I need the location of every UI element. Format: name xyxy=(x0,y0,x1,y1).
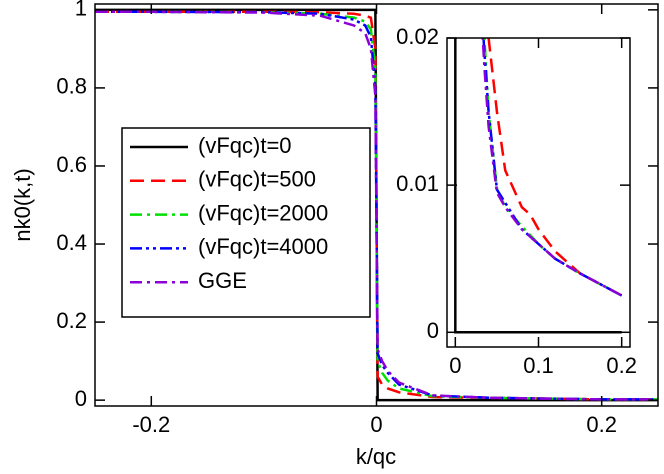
legend-label: (vFqc)t=500 xyxy=(198,167,316,192)
x-tick-label: 0.2 xyxy=(606,353,637,378)
series-line xyxy=(481,38,623,297)
x-tick-label: 0.1 xyxy=(523,353,554,378)
legend-label: GGE xyxy=(198,268,247,293)
legend-label: (vFqc)t=2000 xyxy=(198,200,328,225)
y-tick-label: 1 xyxy=(75,0,87,21)
y-tick-label: 0.2 xyxy=(56,308,87,333)
series-line xyxy=(95,8,658,402)
legend-label: (vFqc)t=0 xyxy=(198,133,292,158)
legend-label: (vFqc)t=4000 xyxy=(198,234,328,259)
x-tick-label: 0.2 xyxy=(586,412,617,437)
y-tick-label: 0.6 xyxy=(56,152,87,177)
y-tick-label: 0.4 xyxy=(56,230,87,255)
inset-background xyxy=(447,38,630,347)
y-tick-label: 0 xyxy=(427,318,439,343)
x-axis-label: k/qc xyxy=(356,444,396,469)
series-line xyxy=(95,10,658,401)
series-line xyxy=(482,38,623,297)
y-tick-label: 0.01 xyxy=(396,171,439,196)
x-tick-label: 0 xyxy=(449,353,461,378)
y-tick-label: 0.8 xyxy=(56,74,87,99)
series-line xyxy=(487,38,623,297)
y-axis-label: nk0(k,t) xyxy=(10,168,35,241)
y-tick-label: 0.02 xyxy=(396,24,439,49)
x-tick-label: 0 xyxy=(370,412,382,437)
plot-lines xyxy=(95,8,658,402)
x-tick-label: -0.2 xyxy=(132,412,170,437)
legend-box xyxy=(121,127,371,318)
y-tick-label: 0 xyxy=(75,386,87,411)
series-line xyxy=(95,10,658,401)
